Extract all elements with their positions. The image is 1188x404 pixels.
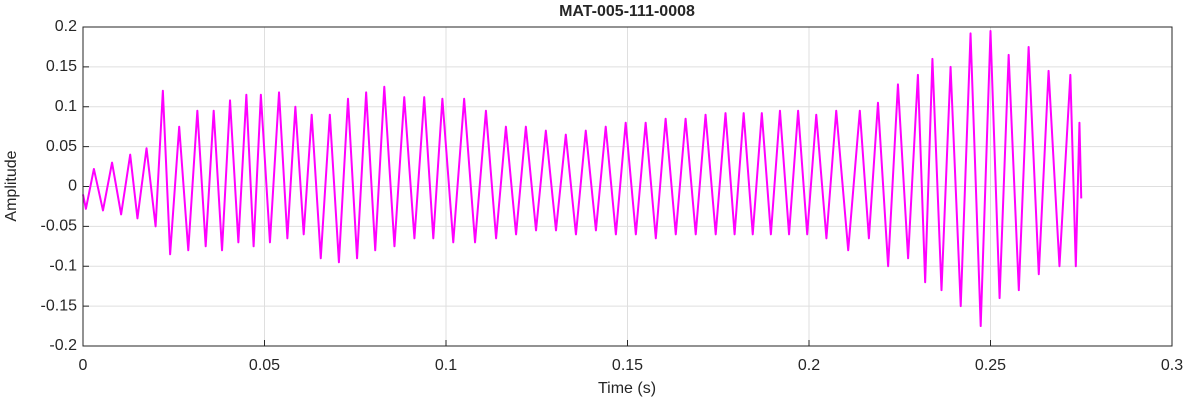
y-tick-label: 0.2 bbox=[55, 18, 77, 35]
data-line bbox=[82, 29, 1083, 328]
x-tick-label: 0.2 bbox=[798, 357, 820, 374]
y-tick-label: -0.05 bbox=[41, 218, 78, 235]
y-tick-label: -0.2 bbox=[49, 337, 77, 354]
x-tick-label: 0.15 bbox=[612, 357, 643, 374]
y-tick-label: 0.05 bbox=[46, 138, 77, 155]
x-tick-label: 0.1 bbox=[435, 357, 457, 374]
y-tick-label: -0.15 bbox=[41, 297, 78, 314]
y-tick-label: -0.1 bbox=[49, 257, 77, 274]
chart-title: MAT-005-111-0008 bbox=[559, 3, 695, 20]
x-tick-label: 0.3 bbox=[1161, 357, 1183, 374]
y-tick-label: 0.15 bbox=[46, 58, 77, 75]
x-tick-label: 0 bbox=[79, 357, 88, 374]
x-axis-label: Time (s) bbox=[598, 380, 656, 397]
x-tick-label: 0.25 bbox=[975, 357, 1006, 374]
y-axis-label: Amplitude bbox=[3, 150, 20, 221]
y-tick-label: 0.1 bbox=[55, 98, 77, 115]
axes-box bbox=[82, 26, 1173, 347]
y-tick-label: 0 bbox=[68, 178, 77, 195]
x-tick-label: 0.05 bbox=[249, 357, 280, 374]
